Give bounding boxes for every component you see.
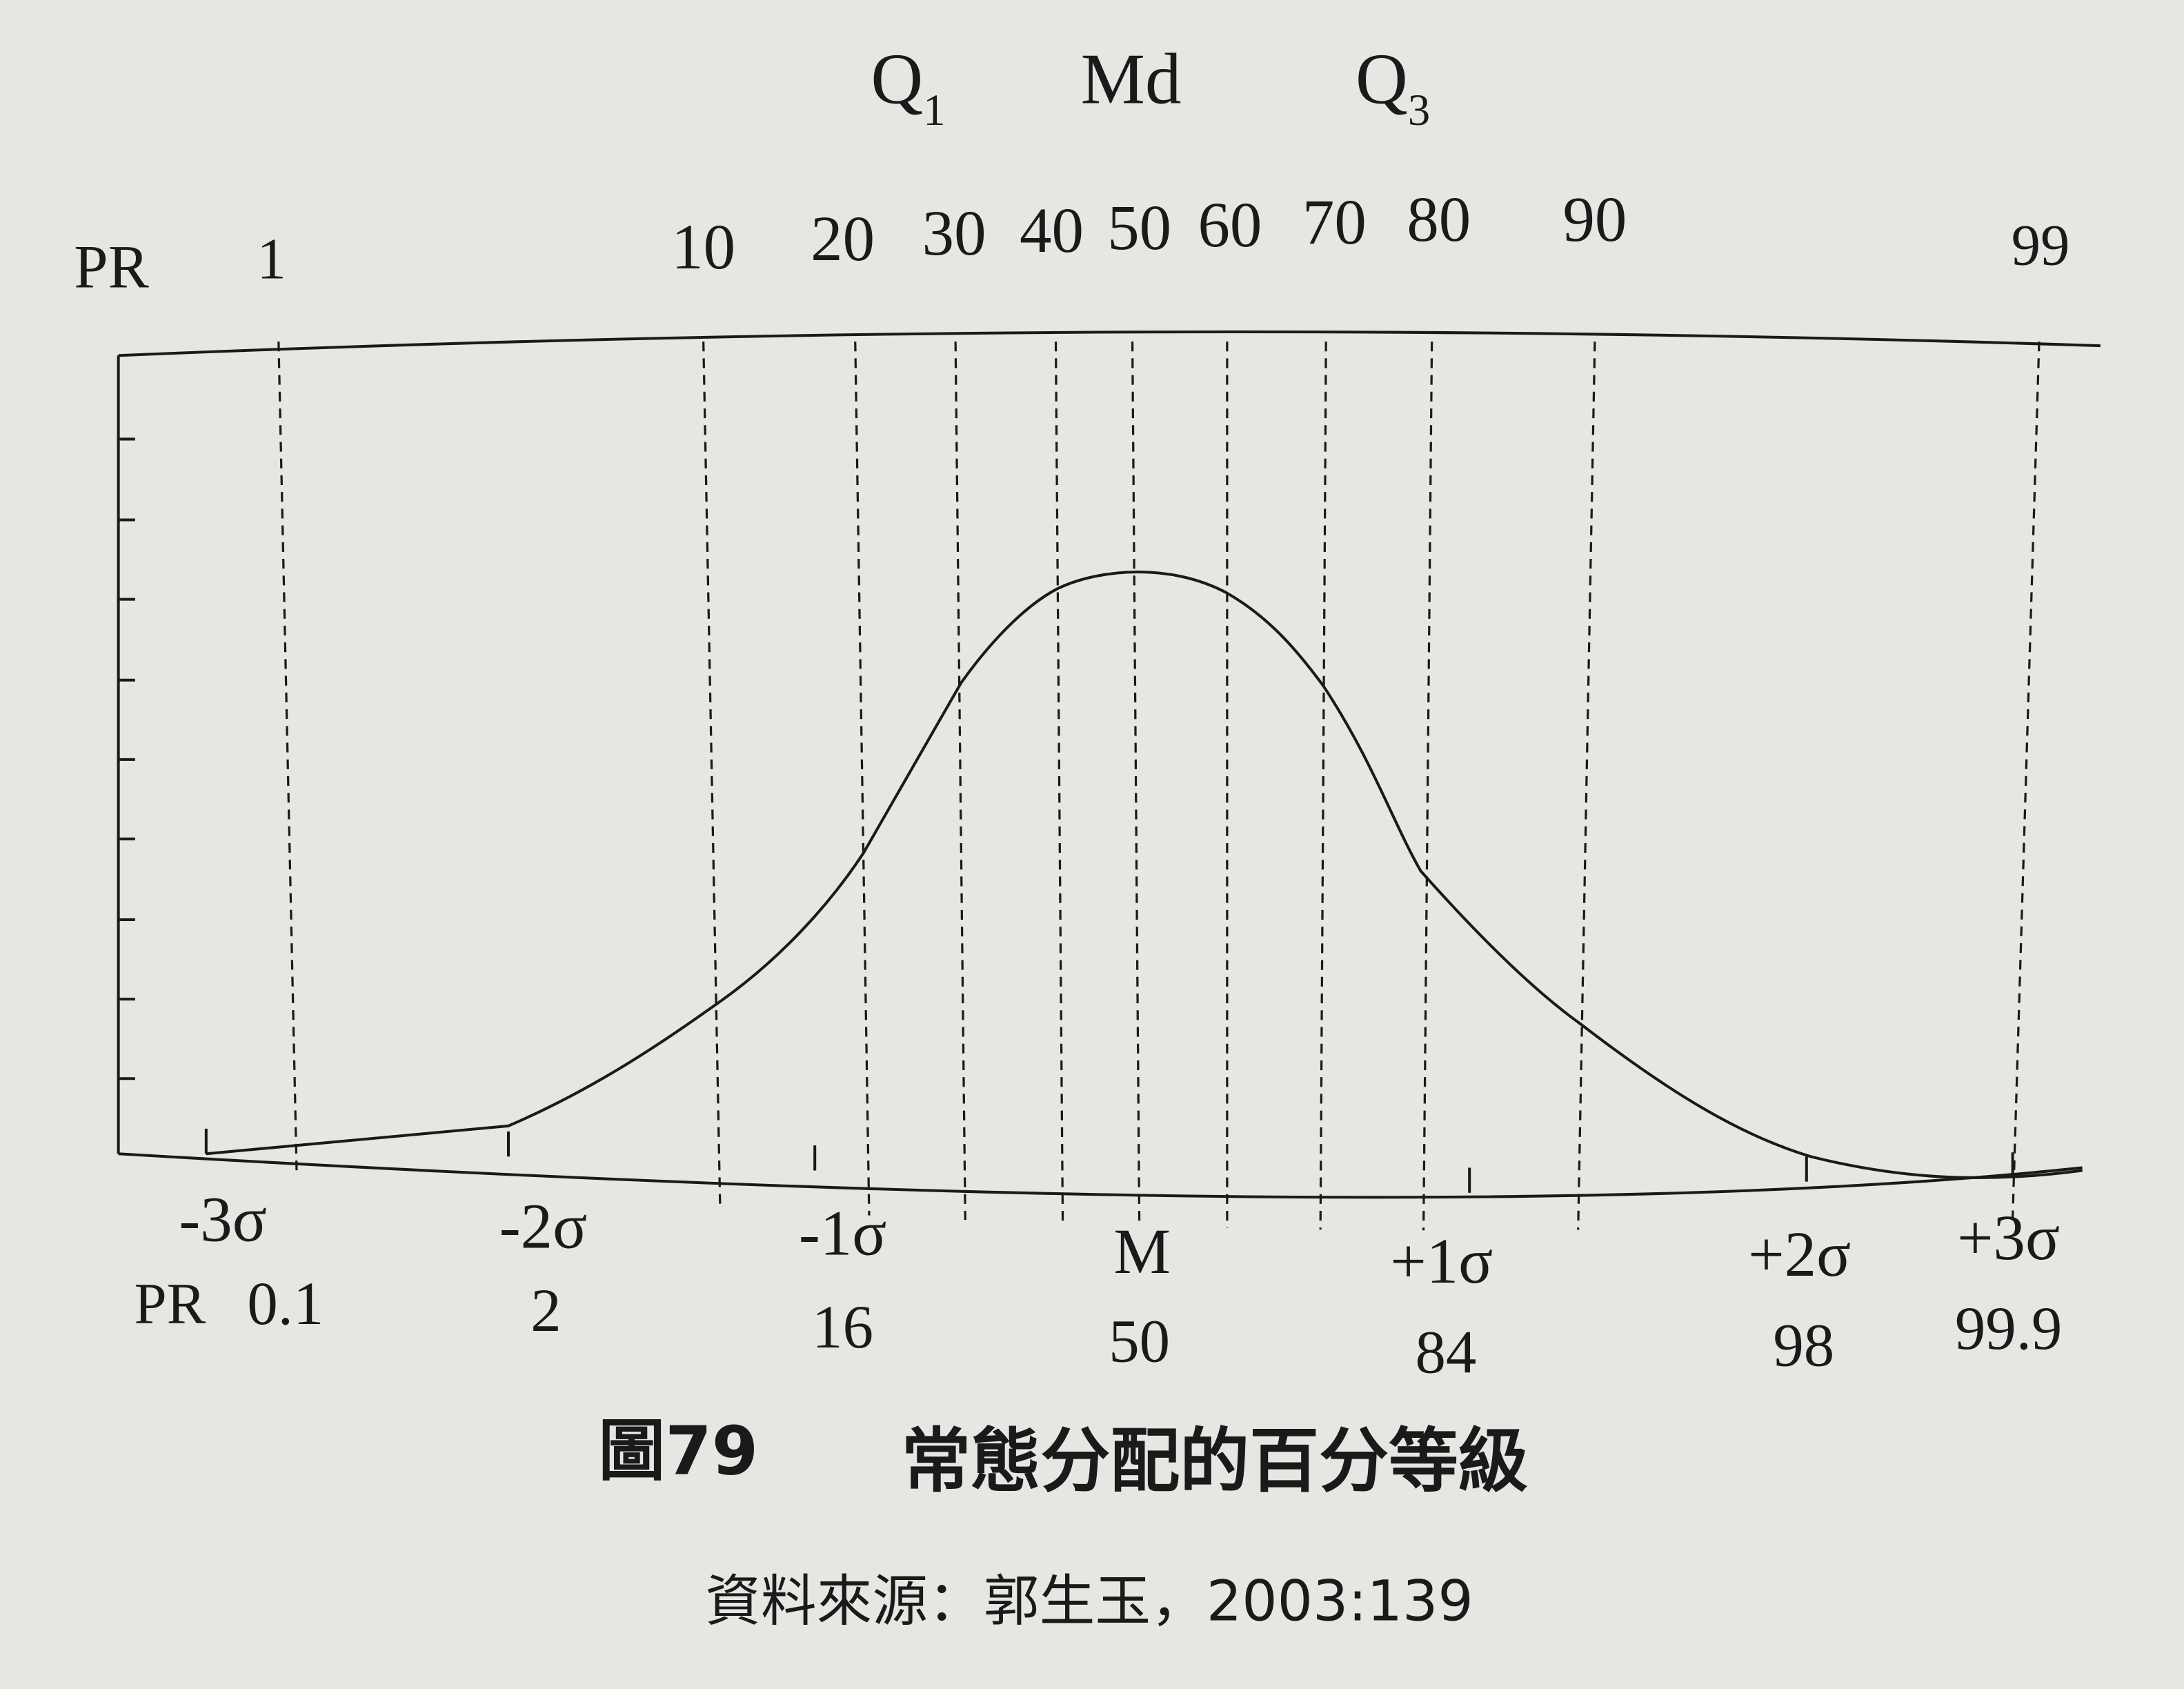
pr-top-value: 60 [1198,190,1262,261]
caption-title: 常態分配的百分等級 [901,1420,1528,1501]
pr-top-value: 30 [922,198,986,269]
pr-top-label: PR [74,234,149,302]
pr-top-value: 80 [1407,184,1471,255]
quartile-label: Q3 [1356,39,1430,135]
percentile-line [954,342,966,1221]
percentile-line [854,342,871,1216]
pr-top-value: 10 [671,212,735,283]
quartile-subscript: 3 [1408,85,1430,135]
quartile-letter: Md [1081,39,1182,119]
sigma-label: -3σ [179,1185,266,1256]
pr-bottom-value: 98 [1773,1312,1834,1379]
percentile-line [1577,342,1596,1230]
pr-top-value: 70 [1302,187,1367,258]
pr-top-value: 90 [1562,184,1627,255]
percentile-line [277,342,298,1173]
quartile-subscript: 1 [923,85,945,135]
percentile-line [1422,342,1433,1231]
percentile-line [702,342,722,1207]
sigma-label: M [1113,1216,1171,1287]
frame-top [118,330,2101,357]
percentile-line [1054,342,1064,1224]
sigma-label: +3σ [1957,1203,2060,1274]
pr-top-value: 1 [257,226,286,291]
pr-top-value: 99 [2012,213,2070,277]
source: 資料來源：郭生玉，2003:139 [705,1569,1473,1634]
quartile-label: Md [1081,39,1182,119]
caption-figure: 圖79 [598,1412,758,1490]
pr-bottom-value: 84 [1415,1318,1476,1386]
pr-bottom-value: 99.9 [1955,1295,2062,1363]
pr-top-value: 50 [1107,192,1171,264]
pr-top-value: 40 [1020,195,1084,266]
pr-bottom-value: 0.1 [247,1270,324,1338]
percentile-line [2012,342,2041,1218]
pr-bottom-value: 2 [530,1277,561,1345]
baseline [118,1152,2083,1199]
pr-bottom-value: 50 [1109,1307,1170,1375]
percentile-line [1319,342,1327,1230]
normal-curve [206,571,2083,1179]
percentile-line [1131,342,1141,1226]
pr-top-value: 20 [811,204,875,275]
quartile-label: Q1 [871,39,945,135]
quartile-letter: Q [871,39,923,119]
quartile-letter: Q [1356,39,1408,119]
pr-bottom-label: PR [134,1272,206,1336]
sigma-label: -1σ [799,1198,886,1270]
sigma-label: -2σ [499,1192,587,1263]
sigma-label: +1σ [1390,1226,1493,1297]
pr-bottom-value: 16 [812,1294,873,1361]
sigma-label: +2σ [1748,1219,1851,1290]
